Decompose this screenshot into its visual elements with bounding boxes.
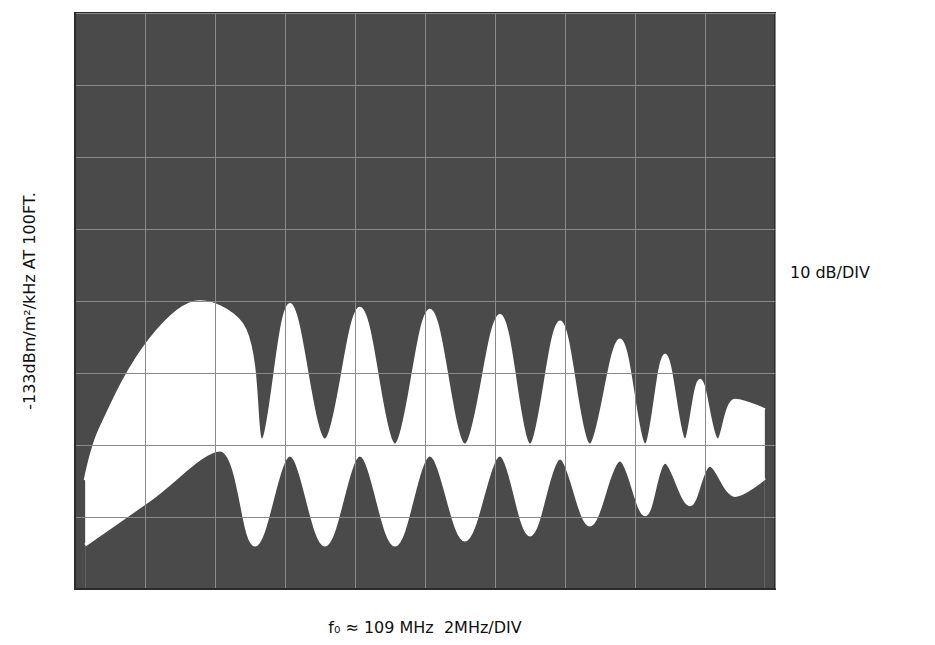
svg-text:f₀ ≈ 109 MHz 2MHz/DIV: f₀ ≈ 109 MHz 2MHz/DIV (328, 618, 522, 637)
svg-text:10 dB/DIV: 10 dB/DIV (790, 263, 870, 282)
svg-text:-133dBm/m²/kHz AT 100FT.: -133dBm/m²/kHz AT 100FT. (20, 192, 39, 410)
